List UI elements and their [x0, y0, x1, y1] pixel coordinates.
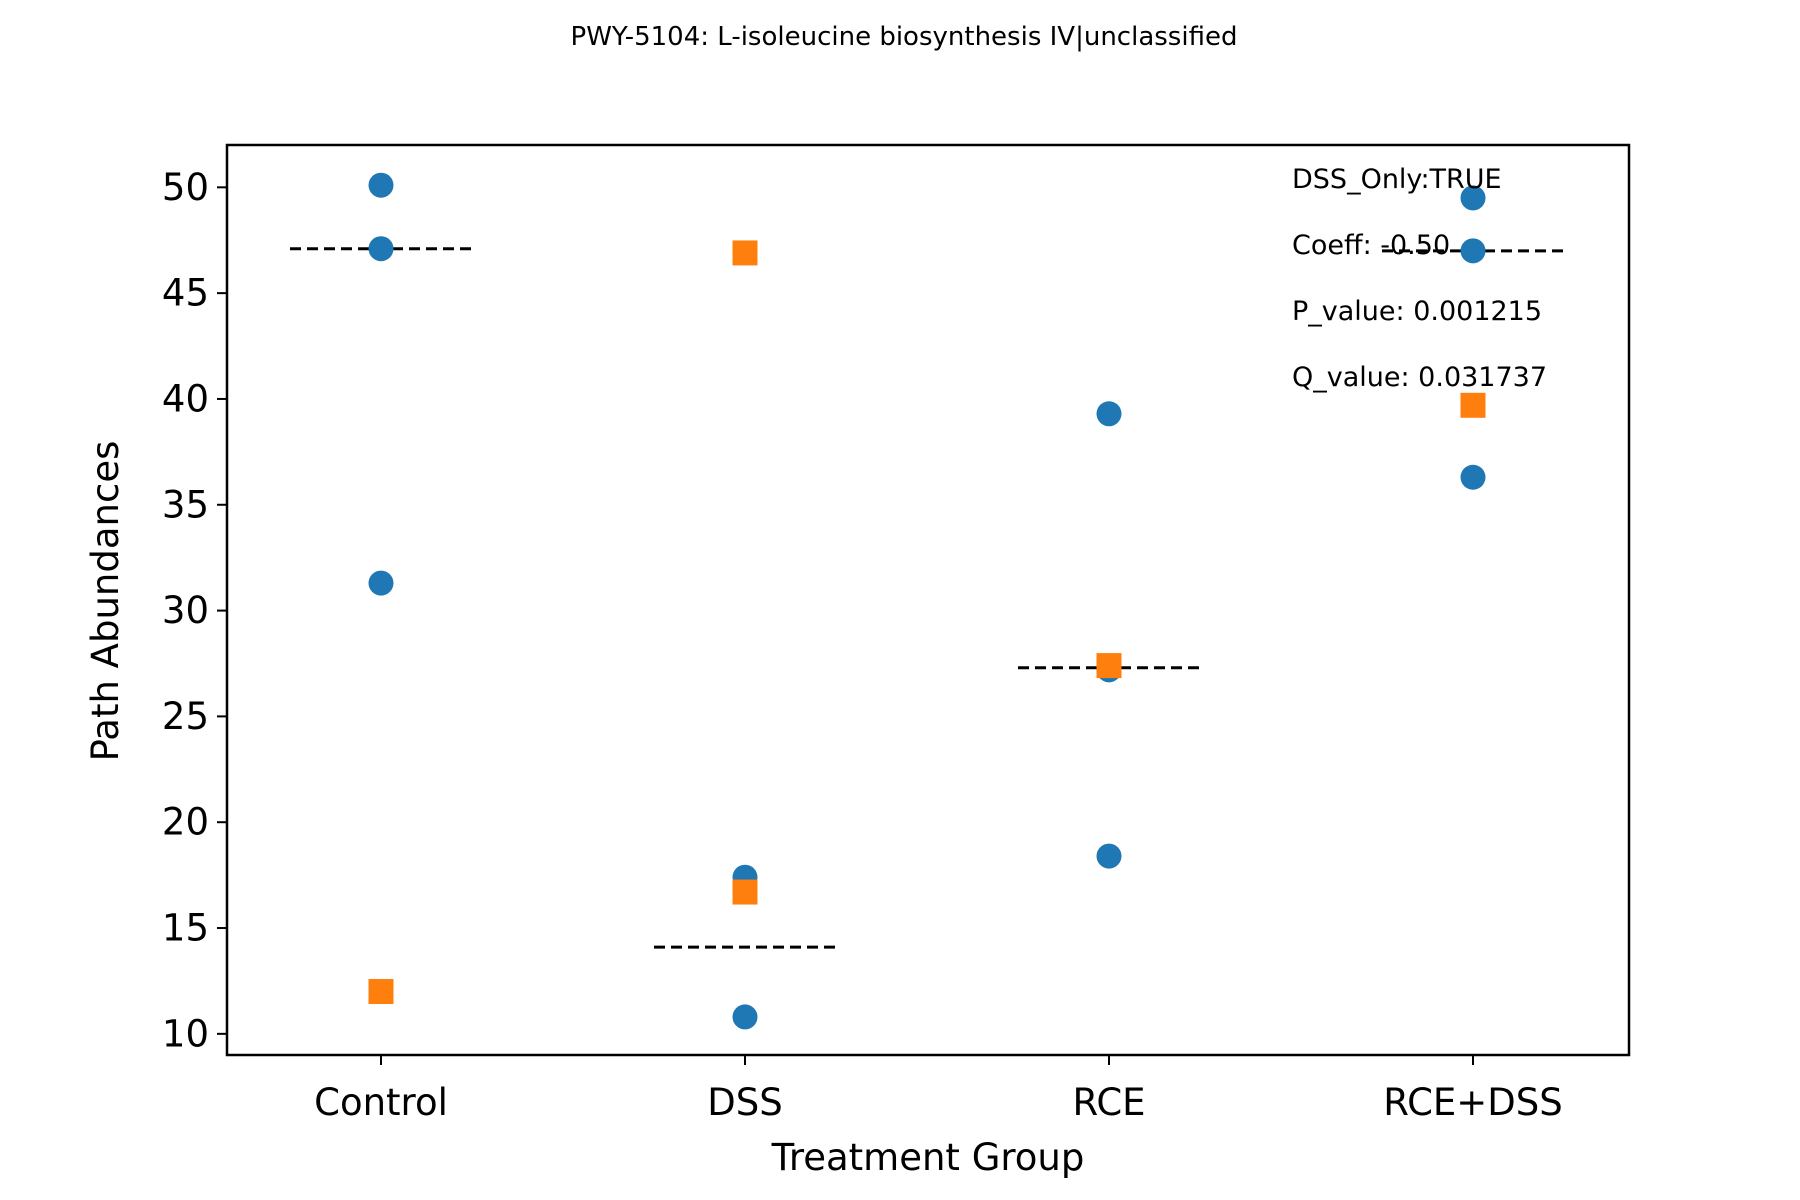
data-point-square [732, 240, 758, 266]
stats-annotation: Coeff: -0.50 [1292, 230, 1450, 261]
data-point-circle [1460, 464, 1486, 490]
x-tick-label: RCE+DSS [1383, 1081, 1563, 1124]
data-point-circle [368, 172, 394, 198]
y-tick-label: 30 [162, 589, 209, 632]
data-point-square [1460, 392, 1486, 418]
data-point-circle [1096, 843, 1122, 869]
data-point-circle [368, 570, 394, 596]
y-tick-label: 10 [162, 1012, 209, 1055]
data-point-square [368, 979, 394, 1005]
data-point-circle [1096, 401, 1122, 427]
x-axis-label: Treatment Group [771, 1136, 1085, 1179]
stats-annotation: Q_value: 0.031737 [1292, 362, 1547, 393]
plot-area: 10 15 20 25 30 35 40 45 50 Control DSS RCE RCE+DSS DS… [162, 143, 1631, 1124]
y-tick-label: 15 [162, 907, 209, 950]
stats-annotation: DSS_Only:TRUE [1292, 164, 1502, 195]
data-point-square [732, 879, 758, 905]
plot-frame [225, 143, 1631, 1057]
x-tick-label: DSS [707, 1081, 782, 1124]
y-tick-label: 45 [162, 272, 209, 315]
data-point-square [1096, 653, 1122, 679]
y-tick-label: 50 [162, 166, 209, 209]
y-tick-label: 20 [162, 801, 209, 844]
data-point-circle [732, 1004, 758, 1030]
x-tick-label: RCE [1072, 1081, 1145, 1124]
data-point-circle [1460, 238, 1486, 264]
stats-annotation: P_value: 0.001215 [1292, 296, 1542, 327]
chart-title: PWY-5104: L-isoleucine biosynthesis IV|u… [571, 22, 1238, 52]
y-tick-label: 35 [162, 483, 209, 526]
x-tick-label: Control [314, 1081, 448, 1124]
y-tick-label: 40 [162, 377, 209, 420]
y-axis-label: Path Abundances [84, 441, 127, 762]
y-tick-label: 25 [162, 695, 209, 738]
data-point-circle [1460, 185, 1486, 211]
data-point-circle [368, 236, 394, 262]
